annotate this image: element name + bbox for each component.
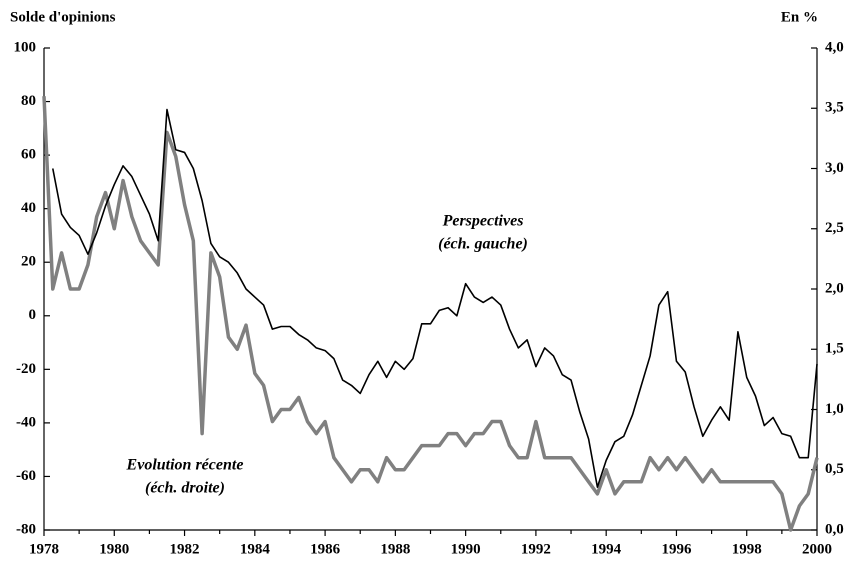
series-line [51, 108, 818, 488]
y-tick-label: 20 [21, 254, 36, 270]
x-tick-label: 1988 [380, 541, 410, 557]
x-tick-label: 1984 [240, 541, 271, 557]
x-tick-label: 2000 [802, 541, 832, 557]
x-tick-label: 1986 [310, 541, 341, 557]
y-axis-label: Solde d'opinions [10, 9, 116, 25]
y2-tick-label: 3,0 [825, 160, 844, 176]
y2-tick-label: 1,0 [825, 401, 844, 417]
y-tick-label: -20 [16, 361, 36, 377]
x-tick-label: 1998 [732, 541, 762, 557]
y2-axis-label: En % [781, 9, 818, 25]
y-tick-label: -60 [16, 468, 36, 484]
series-annotation: (éch. droite) [145, 480, 225, 497]
x-tick-label: 1978 [29, 541, 59, 557]
y-tick-label: -40 [16, 414, 36, 430]
x-tick-label: 1994 [591, 541, 622, 557]
x-tick-label: 1992 [521, 541, 551, 557]
y2-tick-label: 2,0 [825, 280, 844, 296]
x-tick-label: 1980 [99, 541, 129, 557]
series-annotation: Evolution récente [126, 457, 244, 474]
y2-tick-label: 3,5 [825, 100, 844, 116]
y-tick-label: 100 [14, 39, 37, 55]
x-tick-label: 1996 [661, 541, 692, 557]
series-line [42, 96, 819, 532]
y-tick-label: -80 [16, 521, 36, 537]
y2-tick-label: 4,0 [825, 39, 844, 55]
y2-tick-label: 0,0 [825, 521, 844, 537]
y-tick-label: 40 [21, 200, 36, 216]
y-tick-label: 60 [21, 147, 36, 163]
y-tick-label: 0 [29, 307, 37, 323]
y-tick-label: 80 [21, 93, 36, 109]
series-annotation: Perspectives [442, 213, 524, 230]
y2-tick-label: 2,5 [825, 220, 844, 236]
y2-tick-label: 0,5 [825, 461, 844, 477]
x-tick-label: 1990 [451, 541, 481, 557]
x-tick-label: 1982 [170, 541, 200, 557]
series-annotation: (éch. gauche) [438, 236, 528, 253]
y2-tick-label: 1,5 [825, 341, 844, 357]
